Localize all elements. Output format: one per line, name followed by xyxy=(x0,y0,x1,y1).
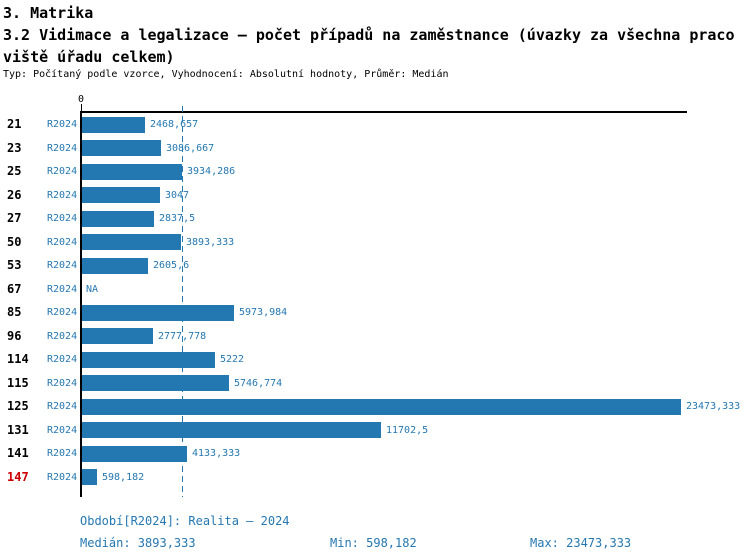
footer-max: Max: 23473,333 xyxy=(530,536,632,550)
value-label: 4133,333 xyxy=(192,448,241,459)
value-label: 2605,6 xyxy=(153,260,190,271)
bar[interactable] xyxy=(82,234,181,251)
chart-row: 141 R2024 4133,333 xyxy=(0,442,750,466)
bar[interactable] xyxy=(82,375,229,392)
category-label: 27 xyxy=(7,211,22,225)
value-label: 3086,667 xyxy=(166,142,215,154)
chart-row: 85 R2024 5973,984 xyxy=(0,301,750,325)
category-label: 53 xyxy=(7,258,22,272)
category-label: 125 xyxy=(7,399,29,413)
series-label: R2024 xyxy=(47,260,78,271)
series-label: R2024 xyxy=(47,213,78,224)
value-label: 5973,984 xyxy=(239,307,288,318)
series-label: R2024 xyxy=(47,354,78,365)
chart-row: 26 R2024 3047 xyxy=(0,184,750,208)
value-label: 3934,286 xyxy=(187,166,236,177)
footer-median: Medián: 3893,333 xyxy=(80,536,196,550)
series-label: R2024 xyxy=(47,119,78,130)
x-axis-line xyxy=(80,111,687,113)
category-label: 25 xyxy=(7,164,22,178)
category-label: 114 xyxy=(7,352,29,366)
value-label: 2837,5 xyxy=(159,213,196,224)
category-label: 115 xyxy=(7,375,29,390)
footer-min: Min: 598,182 xyxy=(330,536,417,550)
value-label: 2777,778 xyxy=(158,330,207,342)
bar[interactable] xyxy=(82,187,160,204)
bar[interactable] xyxy=(82,257,148,274)
bar[interactable] xyxy=(82,351,215,368)
bar[interactable] xyxy=(82,163,182,180)
chart-row: 115 R2024 5746,774 xyxy=(0,372,750,396)
value-label: 598,182 xyxy=(102,471,145,483)
footer-period: Období[R2024]: Realita – 2024 xyxy=(80,514,290,528)
section-title: 3. Matrika xyxy=(3,4,94,22)
value-label: 3893,333 xyxy=(186,236,235,248)
median-reference-line xyxy=(182,106,183,497)
chart-row: 96 R2024 2777,778 xyxy=(0,325,750,349)
bar[interactable] xyxy=(82,140,161,157)
y-axis-line xyxy=(80,111,82,497)
chart-row: 23 R2024 3086,667 xyxy=(0,137,750,161)
series-label: R2024 xyxy=(47,142,78,154)
category-label: 141 xyxy=(7,446,29,460)
chart-row: 50 R2024 3893,333 xyxy=(0,231,750,255)
value-label: NA xyxy=(86,283,99,295)
chart-row: 21 R2024 2468,657 xyxy=(0,113,750,137)
chart-row: 27 R2024 2837,5 xyxy=(0,207,750,231)
category-label: 131 xyxy=(7,422,29,437)
series-label: R2024 xyxy=(47,377,78,389)
chart-row: 125 R2024 23473,333 xyxy=(0,395,750,419)
chart-row: 67 R2024 NA xyxy=(0,278,750,302)
value-label: 5222 xyxy=(220,354,245,365)
series-label: R2024 xyxy=(47,189,78,201)
category-label: 85 xyxy=(7,305,22,319)
axis-origin-tick xyxy=(81,104,82,111)
chart-title-line2: viště úřadu celkem) xyxy=(3,48,175,66)
series-label: R2024 xyxy=(47,283,78,295)
series-label: R2024 xyxy=(47,330,78,342)
bar[interactable] xyxy=(82,210,154,227)
bar[interactable] xyxy=(82,445,187,462)
axis-origin-label: 0 xyxy=(77,94,85,105)
series-label: R2024 xyxy=(47,401,78,412)
bar[interactable] xyxy=(82,422,381,439)
category-label: 26 xyxy=(7,187,22,202)
series-label: R2024 xyxy=(47,471,78,483)
bar[interactable] xyxy=(82,469,97,486)
category-label: 21 xyxy=(7,117,22,131)
chart-row: 147 R2024 598,182 xyxy=(0,466,750,490)
category-label-highlighted: 147 xyxy=(7,469,29,484)
category-label: 23 xyxy=(7,140,22,155)
bar[interactable] xyxy=(82,328,153,345)
series-label: R2024 xyxy=(47,166,78,177)
bar[interactable] xyxy=(82,398,681,415)
chart-rows: 21 R2024 2468,657 23 R2024 3086,667 25 R2024 393… xyxy=(0,113,750,497)
category-label: 50 xyxy=(7,234,22,249)
value-label: 3047 xyxy=(165,189,190,201)
series-label: R2024 xyxy=(47,424,78,436)
value-label: 23473,333 xyxy=(686,401,741,412)
bar[interactable] xyxy=(82,304,234,321)
series-label: R2024 xyxy=(47,307,78,318)
value-label: 11702,5 xyxy=(386,424,429,436)
chart-row: 131 R2024 11702,5 xyxy=(0,419,750,443)
value-label: 5746,774 xyxy=(234,377,283,389)
series-label: R2024 xyxy=(47,236,78,248)
chart-row: 53 R2024 2605,6 xyxy=(0,254,750,278)
chart-meta-line: Typ: Počítaný podle vzorce, Vyhodnocení:… xyxy=(3,69,449,80)
value-label: 2468,657 xyxy=(150,119,199,130)
chart-row: 25 R2024 3934,286 xyxy=(0,160,750,184)
chart-row: 114 R2024 5222 xyxy=(0,348,750,372)
category-label: 96 xyxy=(7,328,22,343)
category-label: 67 xyxy=(7,281,22,296)
series-label: R2024 xyxy=(47,448,78,459)
bar[interactable] xyxy=(82,116,145,133)
chart-title-line1: 3.2 Vidimace a legalizace – počet případ… xyxy=(3,26,735,44)
